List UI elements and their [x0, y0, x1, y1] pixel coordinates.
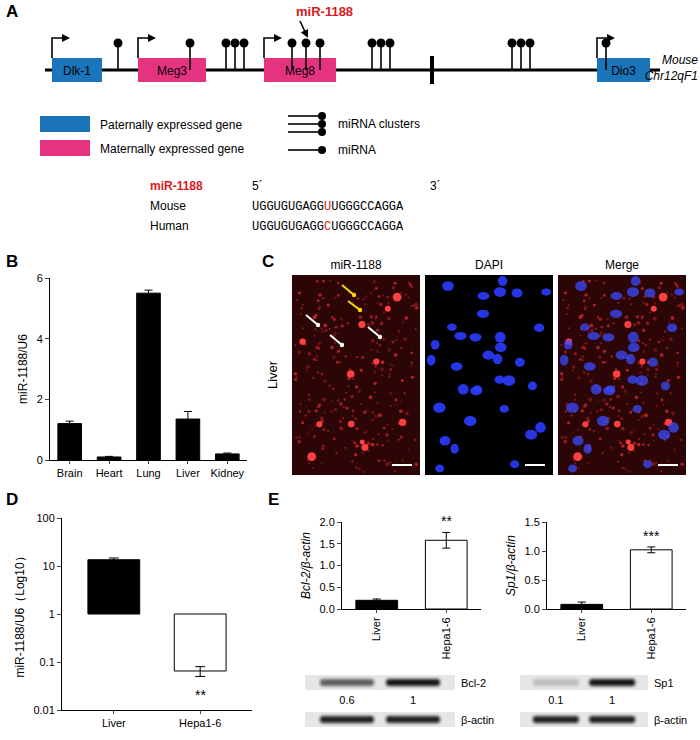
svg-text:Dlk-1: Dlk-1	[63, 64, 91, 78]
html-text:A: A	[6, 2, 19, 21]
svg-text:Sp1: Sp1	[654, 677, 674, 689]
svg-text:β-actin: β-actin	[654, 714, 687, 726]
svg-text:100: 100	[36, 512, 54, 524]
svg-text:4: 4	[37, 333, 43, 345]
svg-text:0.1: 0.1	[548, 694, 563, 706]
html-text:E: E	[268, 490, 280, 509]
svg-text:UGGUGUGAGGUUGGGCCAGGA: UGGUGUGAGGUUGGGCCAGGA	[252, 200, 404, 214]
svg-text:DAPI: DAPI	[475, 258, 503, 272]
svg-text:Brain: Brain	[57, 467, 83, 479]
svg-text:1.0: 1.0	[320, 559, 335, 571]
svg-text:***: ***	[643, 528, 660, 544]
svg-text:1: 1	[410, 694, 416, 706]
svg-text:5´: 5´	[252, 179, 263, 193]
html-text:D: D	[6, 490, 19, 509]
svg-text:miR-1188/U6: miR-1188/U6	[16, 334, 30, 404]
svg-text:**: **	[441, 513, 452, 529]
svg-text:1.5: 1.5	[320, 538, 335, 550]
svg-text:Merge: Merge	[605, 258, 639, 272]
svg-text:Meg8: Meg8	[285, 64, 315, 78]
svg-text:1.0: 1.0	[525, 545, 540, 557]
svg-text:Sp1/β-actin: Sp1/β-actin	[504, 535, 518, 596]
svg-text:Maternally expressed gene: Maternally expressed gene	[100, 142, 244, 156]
svg-text:miR-1188: miR-1188	[330, 258, 381, 272]
svg-text:Liver: Liver	[575, 617, 587, 641]
svg-text:**: **	[195, 687, 206, 703]
svg-text:Liver: Liver	[102, 717, 126, 729]
svg-text:UGGUGUGAGGCUGGGCCAGGA: UGGUGUGAGGCUGGGCCAGGA	[252, 220, 404, 234]
svg-text:1: 1	[49, 608, 55, 620]
svg-text:Human: Human	[150, 219, 189, 233]
svg-text:Liver: Liver	[370, 617, 382, 641]
svg-text:10: 10	[43, 560, 55, 572]
svg-text:Bcl-2: Bcl-2	[461, 677, 486, 689]
svg-text:Chr12qF1: Chr12qF1	[645, 69, 698, 83]
svg-text:0: 0	[37, 454, 43, 466]
svg-text:0.5: 0.5	[320, 581, 335, 593]
svg-text:Mouse: Mouse	[662, 53, 698, 67]
svg-text:Kidney: Kidney	[210, 467, 244, 479]
svg-text:0.6: 0.6	[339, 694, 354, 706]
svg-text:Meg3: Meg3	[157, 64, 187, 78]
svg-text:Bcl-2/β-actin: Bcl-2/β-actin	[299, 532, 313, 599]
svg-text:Lung: Lung	[136, 467, 160, 479]
svg-text:β-actin: β-actin	[461, 714, 494, 726]
svg-text:0.01: 0.01	[33, 704, 54, 716]
svg-text:Hepa1-6: Hepa1-6	[179, 717, 221, 729]
html-text:B: B	[6, 252, 19, 271]
svg-text:Paternally expressed gene: Paternally expressed gene	[100, 118, 242, 132]
svg-text:Heart: Heart	[96, 467, 123, 479]
html-text:C: C	[262, 252, 275, 271]
svg-text:miRNA: miRNA	[338, 143, 376, 157]
svg-text:miR-1188: miR-1188	[296, 4, 353, 19]
svg-text:Liver: Liver	[265, 360, 280, 389]
svg-text:Hepa1-6: Hepa1-6	[645, 617, 657, 659]
svg-text:3´: 3´	[430, 179, 441, 193]
svg-text:6: 6	[37, 272, 43, 284]
svg-text:2: 2	[37, 393, 43, 405]
svg-text:Liver: Liver	[176, 467, 200, 479]
svg-text:0.5: 0.5	[525, 574, 540, 586]
svg-text:Hepa1-6: Hepa1-6	[440, 617, 452, 659]
svg-text:Mouse: Mouse	[150, 199, 186, 213]
svg-text:1.5: 1.5	[525, 516, 540, 528]
svg-text:1: 1	[609, 694, 615, 706]
svg-text:0.0: 0.0	[320, 603, 335, 615]
svg-text:0.0: 0.0	[525, 603, 540, 615]
svg-text:miRNA clusters: miRNA clusters	[338, 117, 420, 131]
svg-text:Dio3: Dio3	[611, 64, 636, 78]
svg-text:miR-1188/U6（Log10）: miR-1188/U6（Log10）	[13, 550, 27, 677]
svg-text:2.0: 2.0	[320, 516, 335, 528]
svg-text:miR-1188: miR-1188	[150, 179, 203, 193]
svg-text:0.1: 0.1	[40, 656, 55, 668]
